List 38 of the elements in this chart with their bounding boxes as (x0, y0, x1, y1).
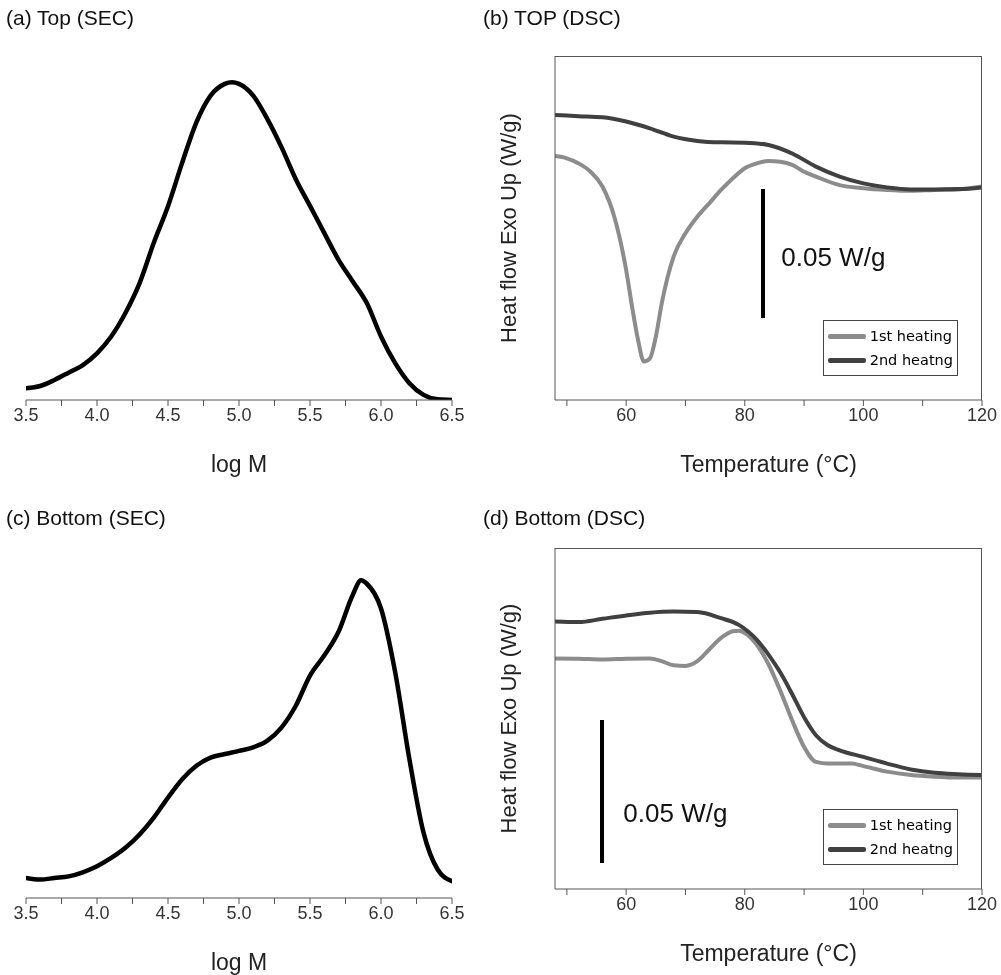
legend-label: 1st heating (869, 816, 952, 835)
x-tick-label: 3.5 (13, 902, 39, 923)
x-tick-label: 4.5 (155, 404, 181, 425)
annotation: 0.05 W/g (781, 240, 886, 273)
x-tick-label: 60 (616, 404, 637, 425)
chart-title: (d) Bottom (DSC) (483, 506, 646, 530)
x-tick-label: 80 (734, 893, 755, 914)
x-tick-label: 4.0 (84, 404, 110, 425)
x-tick-label: 5.0 (226, 902, 252, 923)
x-tick-label: 5.5 (297, 404, 323, 425)
x-tick-label: 60 (616, 893, 637, 914)
annotation: 0.05 W/g (623, 796, 728, 829)
x-tick-label: 5.5 (297, 902, 323, 923)
legend-label: 2nd heatng (869, 840, 953, 859)
x-axis-title: Temperature (°C) (680, 940, 857, 966)
x-tick-label: 120 (966, 404, 998, 425)
x-tick-label: 3.5 (13, 404, 39, 425)
x-tick-label: 4.5 (155, 902, 181, 923)
chart-title: (c) Bottom (SEC) (6, 506, 166, 530)
x-tick-label: 6.0 (368, 902, 394, 923)
x-tick-label: 6.5 (439, 902, 465, 923)
x-tick-label: 80 (734, 404, 755, 425)
y-axis-title: Heat flow Exo Up (W/g) (495, 603, 521, 834)
x-axis-title: Temperature (°C) (680, 451, 857, 477)
x-tick-label: 100 (848, 404, 879, 425)
y-axis-title: Heat flow Exo Up (W/g) (495, 113, 521, 343)
x-tick-label: 6.5 (439, 404, 465, 425)
chart-title: (b) TOP (DSC) (483, 6, 621, 30)
x-axis-title: log M (210, 949, 268, 975)
legend-label: 1st heating (869, 327, 952, 346)
x-tick-label: 6.0 (368, 404, 394, 425)
chart-title: (a) Top (SEC) (6, 6, 134, 30)
legend-label: 2nd heatng (869, 351, 953, 370)
x-tick-label: 5.0 (226, 404, 252, 425)
x-tick-label: 120 (966, 893, 998, 914)
x-axis-title: log M (210, 451, 268, 477)
x-tick-label: 4.0 (84, 902, 110, 923)
x-tick-label: 100 (848, 893, 879, 914)
